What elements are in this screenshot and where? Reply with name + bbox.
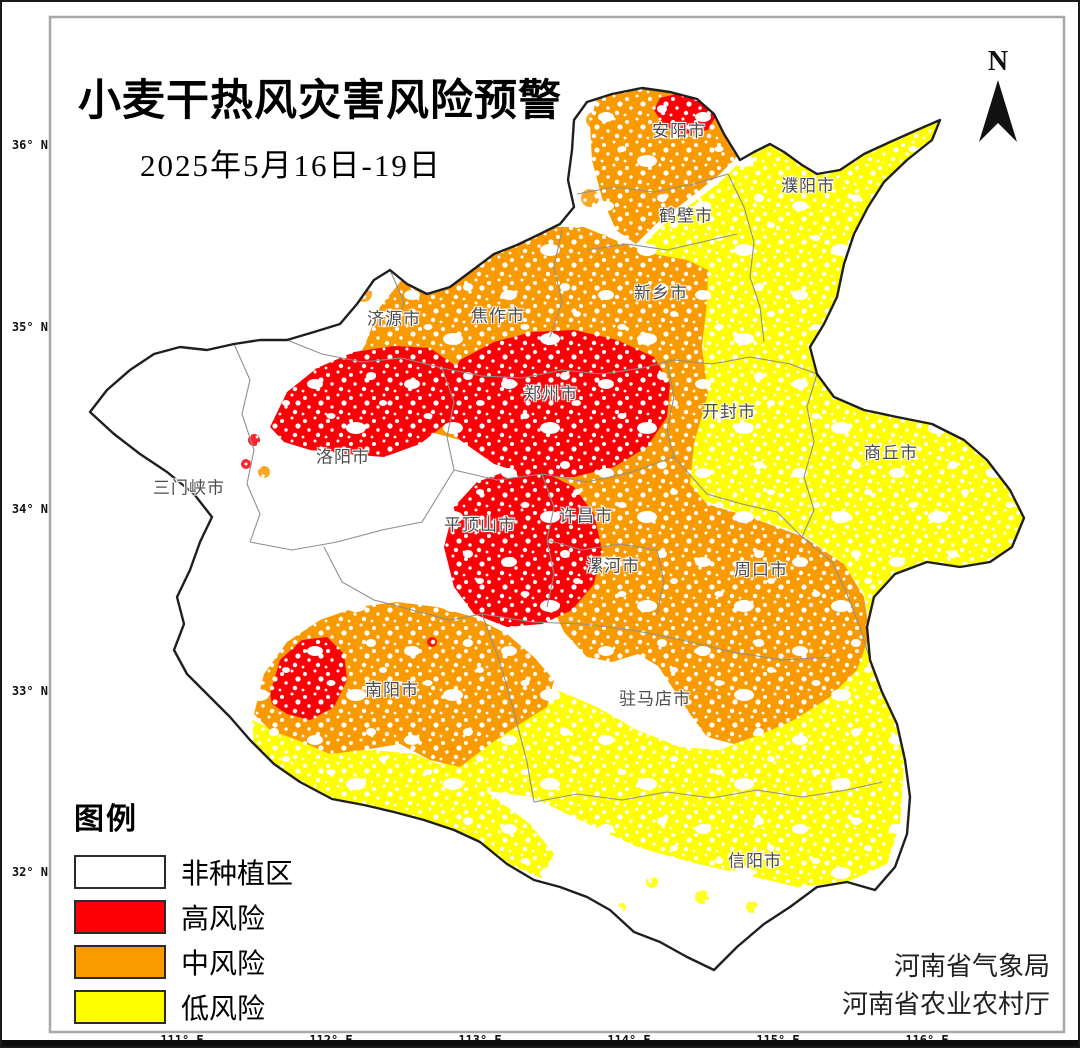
lat-tick-label: 34° N [11, 502, 48, 516]
legend-item-medium: 中风险 [74, 944, 293, 980]
city-label: 信阳市 [728, 851, 782, 871]
city-label: 郑州市 [524, 384, 578, 404]
city-label: 濮阳市 [781, 176, 835, 196]
city-label: 洛阳市 [316, 447, 370, 467]
city-label: 济源市 [367, 309, 421, 329]
city-label: 驻马店市 [619, 689, 691, 709]
legend-label: 非种植区 [181, 859, 294, 890]
legend-title: 图例 [74, 803, 138, 836]
legend-swatch-none [74, 855, 166, 889]
date-range: 2025年5月16日-19日 [140, 148, 442, 183]
north-arrow-icon [979, 80, 1017, 142]
city-label: 平顶山市 [444, 515, 516, 535]
legend-rows: 非种植区高风险中风险低风险 [74, 854, 293, 1025]
attribution-line: 河南省农业农村厅 [841, 990, 1050, 1019]
legend-swatch-medium [74, 945, 166, 979]
city-label: 周口市 [734, 560, 788, 580]
lat-tick-label: 33° N [11, 684, 48, 698]
bottom-border-bar [2, 1040, 1078, 1046]
lat-tick-label: 32° N [11, 865, 48, 879]
city-label: 漯河市 [586, 556, 640, 576]
city-label: 开封市 [702, 402, 756, 422]
legend-swatch-low [74, 990, 166, 1024]
city-label: 许昌市 [559, 506, 613, 526]
legend-swatch-high [74, 900, 166, 934]
attribution-line: 河南省气象局 [893, 952, 1050, 981]
legend: 图例 非种植区高风险中风险低风险 [74, 794, 293, 1034]
city-label: 安阳市 [652, 121, 706, 141]
legend-label: 低风险 [181, 994, 266, 1025]
city-label: 新乡市 [634, 283, 688, 303]
city-label: 鹤壁市 [659, 206, 713, 226]
legend-label: 中风险 [181, 949, 266, 980]
province-outline [88, 86, 1026, 972]
attribution: 河南省气象局河南省农业农村厅 [702, 948, 1050, 1024]
legend-item-low: 低风险 [74, 989, 293, 1025]
city-label: 焦作市 [471, 306, 525, 326]
legend-label: 高风险 [181, 904, 266, 935]
city-label: 三门峡市 [153, 478, 225, 498]
prefecture-boundaries [233, 173, 883, 803]
lat-tick-label: 36° N [11, 138, 48, 152]
legend-item-none: 非种植区 [74, 854, 293, 890]
city-label: 商丘市 [864, 443, 918, 463]
lat-tick-label: 35° N [11, 320, 48, 334]
city-label: 南阳市 [365, 680, 419, 700]
legend-item-high: 高风险 [74, 899, 293, 935]
north-label: N [987, 46, 1009, 77]
page-title: 小麦干热风灾害风险预警 [78, 77, 562, 125]
